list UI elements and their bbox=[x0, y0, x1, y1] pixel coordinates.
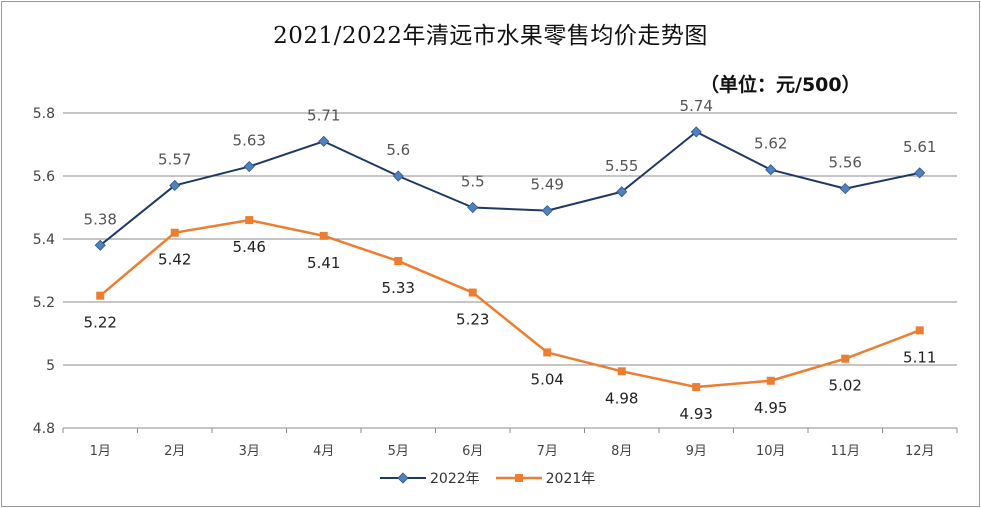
legend-label-2022: 2022年 bbox=[430, 471, 480, 487]
x-tick-label: 12月 bbox=[905, 444, 935, 459]
data-point-2021 bbox=[96, 291, 105, 300]
data-point-2021 bbox=[468, 288, 477, 297]
data-point-2021 bbox=[915, 326, 924, 335]
data-label-2021: 4.98 bbox=[605, 389, 638, 407]
y-tick-label: 5.8 bbox=[33, 106, 55, 122]
data-point-2021 bbox=[170, 228, 179, 237]
data-label-2021: 5.02 bbox=[829, 377, 862, 395]
data-point-2022 bbox=[839, 183, 851, 195]
data-label-2021: 5.23 bbox=[456, 311, 489, 329]
data-label-2021: 5.04 bbox=[531, 370, 564, 388]
x-tick-label: 7月 bbox=[537, 444, 558, 459]
data-label-2021: 4.95 bbox=[754, 399, 787, 417]
chart-title: 2021/2022年清远市水果零售均价走势图 bbox=[273, 23, 708, 49]
data-point-2022 bbox=[392, 170, 404, 182]
x-tick-label: 4月 bbox=[313, 444, 334, 459]
data-point-2021 bbox=[617, 367, 626, 376]
data-label-2022: 5.62 bbox=[754, 135, 787, 153]
data-label-2022: 5.71 bbox=[307, 106, 340, 124]
x-tick-label: 6月 bbox=[462, 444, 483, 459]
data-point-2021 bbox=[841, 354, 850, 363]
data-label-2022: 5.38 bbox=[84, 210, 117, 228]
data-point-2022 bbox=[914, 167, 926, 179]
data-point-2022 bbox=[467, 201, 479, 214]
data-point-2022 bbox=[318, 135, 330, 147]
data-label-2021: 5.11 bbox=[903, 348, 936, 366]
legend: 2022年 2021年 bbox=[380, 468, 611, 488]
legend-item-2021: 2021年 bbox=[495, 468, 596, 488]
legend-swatch-2021 bbox=[495, 474, 542, 482]
x-tick-label: 11月 bbox=[830, 444, 860, 459]
x-tick-label: 1月 bbox=[90, 444, 111, 459]
y-tick-label: 5.6 bbox=[33, 169, 55, 185]
x-tick-label: 5月 bbox=[388, 444, 409, 459]
data-point-2021 bbox=[245, 216, 254, 225]
y-tick-label: 5 bbox=[46, 358, 55, 374]
series-line-2021 bbox=[99, 218, 921, 389]
data-label-2022: 5.61 bbox=[903, 138, 936, 156]
data-label-2022: 5.55 bbox=[605, 157, 638, 175]
data-label-2022: 5.57 bbox=[158, 150, 191, 168]
x-tick-label: 9月 bbox=[686, 444, 707, 459]
y-tick-label: 4.8 bbox=[33, 421, 55, 437]
unit-note: （单位：元/500） bbox=[700, 74, 861, 96]
series-line-2022 bbox=[99, 130, 920, 247]
data-point-2022 bbox=[94, 239, 106, 251]
x-tick-label: 2月 bbox=[164, 444, 185, 459]
data-point-2022 bbox=[541, 205, 553, 217]
x-tick-label: 10月 bbox=[756, 444, 786, 459]
data-point-2022 bbox=[765, 164, 777, 176]
data-point-2021 bbox=[692, 383, 701, 392]
data-point-2021 bbox=[766, 376, 775, 385]
data-label-2021: 4.93 bbox=[680, 405, 713, 423]
data-label-2021: 5.41 bbox=[307, 254, 340, 272]
data-label-2022: 5.49 bbox=[531, 176, 564, 194]
data-point-2021 bbox=[543, 348, 552, 357]
data-point-2022 bbox=[616, 186, 628, 198]
data-label-2022: 5.6 bbox=[386, 141, 410, 159]
y-tick-label: 5.2 bbox=[33, 295, 55, 311]
data-point-2022 bbox=[690, 126, 702, 138]
data-label-2022: 5.5 bbox=[461, 173, 485, 191]
data-point-2021 bbox=[319, 231, 328, 240]
data-label-2021: 5.33 bbox=[382, 279, 415, 297]
data-point-2021 bbox=[394, 257, 403, 266]
legend-item-2022: 2022年 bbox=[380, 468, 480, 488]
legend-swatch-2022 bbox=[380, 472, 426, 484]
x-tick-label: 3月 bbox=[239, 444, 260, 459]
data-label-2022: 5.63 bbox=[233, 132, 266, 150]
data-label-2022: 5.74 bbox=[680, 97, 713, 115]
y-tick-label: 5.4 bbox=[33, 232, 55, 248]
legend-label-2021: 2021年 bbox=[545, 471, 596, 487]
data-point-2022 bbox=[243, 160, 255, 173]
data-label-2021: 5.46 bbox=[233, 238, 266, 256]
data-label-2021: 5.22 bbox=[84, 314, 117, 332]
data-point-2022 bbox=[169, 179, 181, 192]
data-label-2021: 5.42 bbox=[158, 251, 191, 269]
x-tick-label: 8月 bbox=[611, 444, 632, 459]
data-label-2022: 5.56 bbox=[829, 154, 862, 172]
